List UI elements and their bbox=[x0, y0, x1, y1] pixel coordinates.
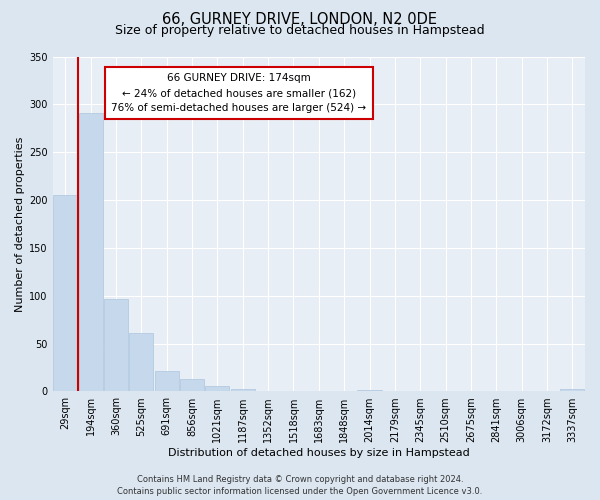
Text: Contains HM Land Registry data © Crown copyright and database right 2024.
Contai: Contains HM Land Registry data © Crown c… bbox=[118, 474, 482, 496]
Bar bbox=[79, 113, 103, 392]
Bar bbox=[53, 196, 77, 392]
Bar bbox=[231, 388, 255, 392]
Bar bbox=[560, 388, 584, 392]
Bar bbox=[155, 372, 179, 392]
Bar bbox=[358, 390, 382, 392]
Bar bbox=[205, 386, 229, 392]
Text: Size of property relative to detached houses in Hampstead: Size of property relative to detached ho… bbox=[115, 24, 485, 37]
Bar bbox=[180, 379, 204, 392]
Bar bbox=[256, 390, 280, 392]
Text: 66 GURNEY DRIVE: 174sqm
← 24% of detached houses are smaller (162)
76% of semi-d: 66 GURNEY DRIVE: 174sqm ← 24% of detache… bbox=[112, 73, 367, 113]
Y-axis label: Number of detached properties: Number of detached properties bbox=[15, 136, 25, 312]
Text: 66, GURNEY DRIVE, LONDON, N2 0DE: 66, GURNEY DRIVE, LONDON, N2 0DE bbox=[163, 12, 437, 28]
Bar bbox=[130, 333, 154, 392]
X-axis label: Distribution of detached houses by size in Hampstead: Distribution of detached houses by size … bbox=[168, 448, 470, 458]
Bar bbox=[281, 390, 305, 392]
Bar bbox=[104, 298, 128, 392]
